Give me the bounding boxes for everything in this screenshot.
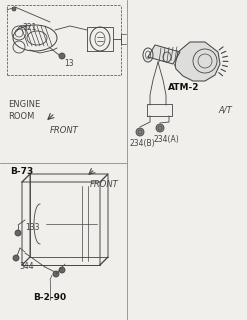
Polygon shape <box>148 45 180 64</box>
Text: 344: 344 <box>19 262 34 271</box>
Text: B-2-90: B-2-90 <box>33 293 66 302</box>
Ellipse shape <box>156 124 164 132</box>
Text: 234(B): 234(B) <box>130 139 156 148</box>
Ellipse shape <box>136 128 144 136</box>
Text: 321: 321 <box>22 23 36 32</box>
Text: B-73: B-73 <box>10 167 33 176</box>
Ellipse shape <box>53 271 59 277</box>
Ellipse shape <box>12 7 16 11</box>
Polygon shape <box>175 42 220 81</box>
Text: 234(A): 234(A) <box>154 135 180 144</box>
Text: 133: 133 <box>25 223 40 232</box>
Ellipse shape <box>13 255 19 261</box>
Text: ATM-2: ATM-2 <box>168 83 200 92</box>
Text: A/T: A/T <box>218 105 232 114</box>
Ellipse shape <box>15 230 21 236</box>
Text: FRONT: FRONT <box>90 180 119 189</box>
Ellipse shape <box>59 267 65 273</box>
Text: FRONT: FRONT <box>50 126 79 135</box>
Ellipse shape <box>59 53 65 59</box>
Text: 13: 13 <box>64 59 74 68</box>
Text: ENGINE
ROOM: ENGINE ROOM <box>8 100 40 121</box>
